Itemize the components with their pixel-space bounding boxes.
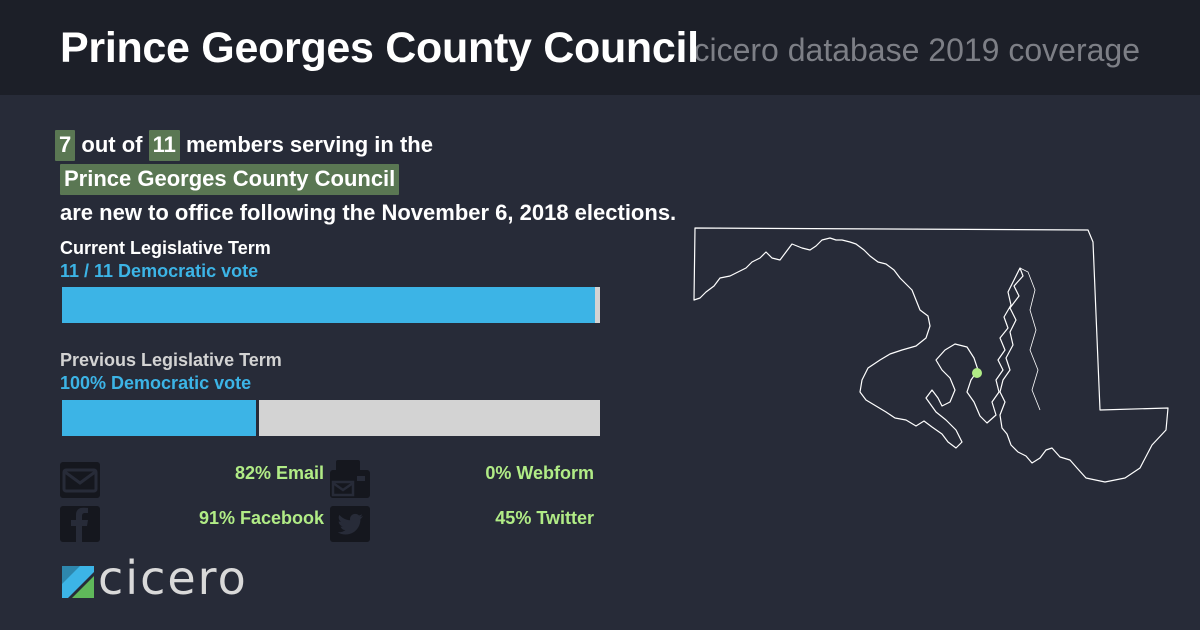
new-members-count: 7: [55, 130, 76, 161]
page-title: Prince Georges County Council: [60, 24, 699, 72]
cicero-logo: cicero: [62, 551, 282, 605]
summary-text: 7 out of 11 members serving in the Princ…: [55, 128, 780, 230]
current-term-title: Current Legislative Term: [60, 238, 271, 258]
cicero-logo-mark-icon: [62, 566, 94, 598]
cicero-wordmark: cicero: [98, 551, 248, 605]
summary-line-2: Prince Georges County Council: [60, 162, 780, 196]
county-marker: [972, 368, 982, 378]
twitter-stat: 45% Twitter: [495, 508, 594, 528]
state-outline: [693, 227, 1169, 483]
current-term-bar: [60, 287, 604, 323]
previous-term-bar: [60, 400, 604, 436]
twitter-icon: [330, 506, 370, 542]
previous-term-title: Previous Legislative Term: [60, 350, 282, 370]
previous-term-bar-rest: [259, 400, 600, 436]
previous-term-vote: 100% Democratic vote: [60, 373, 252, 393]
previous-term-bar-fill: [62, 400, 256, 436]
body-name-highlight: Prince Georges County Council: [60, 164, 400, 195]
header-bar: [0, 0, 1200, 95]
state-map: [693, 227, 1169, 483]
webform-icon: [330, 460, 370, 498]
page-subtitle: cicero database 2019 coverage: [693, 32, 1140, 68]
summary-members: members serving in the: [185, 132, 433, 157]
webform-stat: 0% Webform: [485, 463, 594, 483]
summary-line-3: are new to office following the November…: [60, 200, 677, 225]
total-members-count: 11: [148, 130, 180, 161]
summary-line-1: 7 out of 11 members serving in the: [55, 128, 780, 162]
state-outline-shadow: [1019, 267, 1041, 411]
email-stat: 82% Email: [234, 463, 324, 483]
current-term-vote: 11 / 11 Democratic vote: [60, 261, 259, 281]
facebook-icon: [60, 506, 100, 542]
current-term-bar-fill: [62, 287, 595, 323]
current-term-bar-rest: [595, 287, 600, 323]
summary-out-of: out of: [81, 132, 143, 157]
email-icon: [60, 462, 100, 498]
facebook-stat: 91% Facebook: [198, 508, 324, 528]
